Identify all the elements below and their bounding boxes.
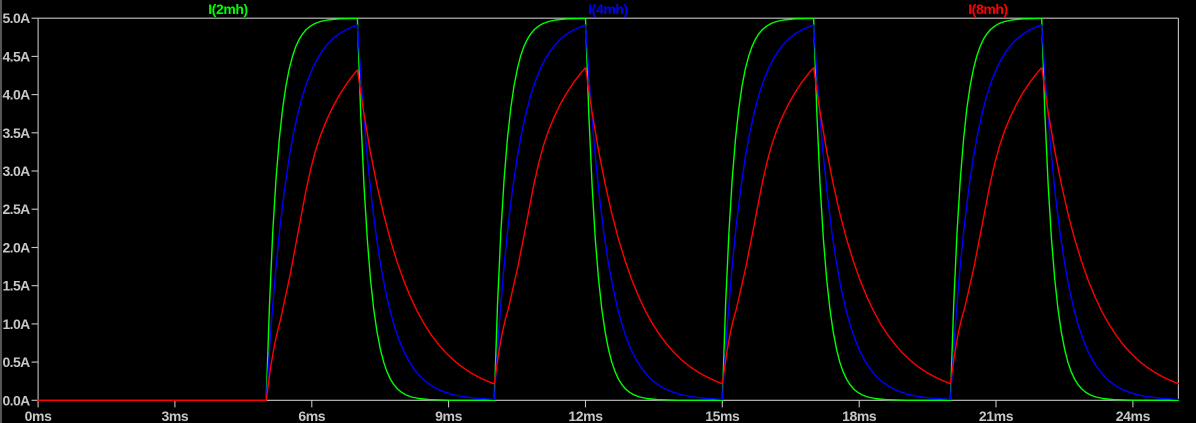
svg-text:4.5A: 4.5A — [3, 48, 31, 64]
svg-text:2.5A: 2.5A — [3, 201, 31, 217]
svg-text:18ms: 18ms — [842, 408, 877, 423]
svg-text:12ms: 12ms — [568, 408, 603, 423]
svg-text:15ms: 15ms — [705, 408, 740, 423]
svg-text:1.0A: 1.0A — [3, 316, 31, 332]
svg-text:21ms: 21ms — [979, 408, 1014, 423]
svg-text:I(2mh): I(2mh) — [208, 1, 248, 17]
svg-text:1.5A: 1.5A — [3, 278, 31, 294]
svg-text:3.5A: 3.5A — [3, 125, 31, 141]
svg-text:24ms: 24ms — [1116, 408, 1151, 423]
svg-text:I(8mh): I(8mh) — [968, 1, 1008, 17]
svg-text:3ms: 3ms — [161, 408, 188, 423]
svg-text:5.0A: 5.0A — [3, 10, 31, 26]
svg-text:0.0A: 0.0A — [3, 392, 31, 408]
svg-text:0ms: 0ms — [25, 408, 52, 423]
svg-text:2.0A: 2.0A — [3, 240, 31, 256]
svg-text:6ms: 6ms — [298, 408, 325, 423]
svg-text:0.5A: 0.5A — [3, 354, 31, 370]
svg-text:4.0A: 4.0A — [3, 87, 31, 103]
svg-text:9ms: 9ms — [435, 408, 462, 423]
svg-text:3.0A: 3.0A — [3, 163, 31, 179]
svg-text:I(4mh): I(4mh) — [588, 1, 628, 17]
